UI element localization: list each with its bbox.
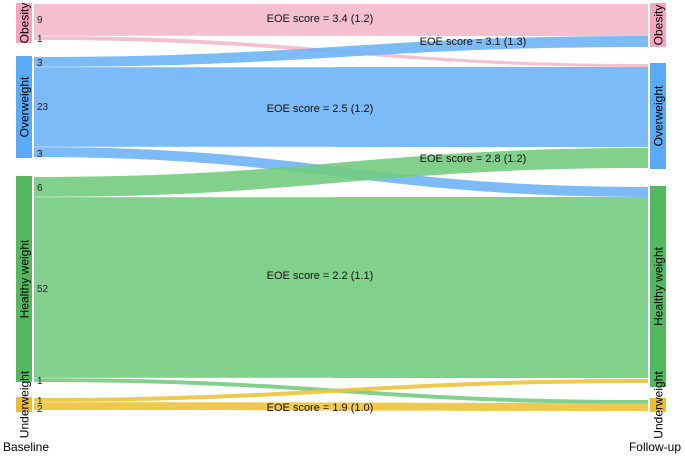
eoe-score-label: EOE score = 2.5 (1.2)	[267, 103, 374, 115]
right-node-ov-r	[650, 63, 666, 169]
flow-count-label: 1	[37, 376, 43, 387]
flow-band	[34, 197, 648, 378]
flow-band	[34, 402, 648, 411]
right-node-label: Obesity	[652, 5, 666, 46]
flow-count-label: 9	[37, 15, 43, 26]
flow-band	[34, 4, 648, 36]
right-node-label: Overweight	[652, 85, 666, 146]
flow-count-label: 23	[37, 102, 49, 113]
eoe-labels: EOE score = 3.4 (1.2) EOE score = 3.1 (1.…	[267, 13, 527, 414]
flow-count-label: 6	[37, 183, 43, 194]
left-node-ob-l	[16, 3, 32, 43]
right-node-label: Healthy weight	[652, 246, 666, 325]
eoe-score-label: EOE score = 3.4 (1.2)	[267, 13, 374, 25]
left-node-label: Healthy weight	[18, 239, 32, 318]
flow-count-label: 2	[37, 404, 43, 415]
right-node-hw-r	[650, 186, 666, 387]
right-node-ob-r	[650, 3, 666, 47]
left-node-hw-l	[16, 176, 32, 382]
flow-count-label: 3	[37, 58, 43, 69]
flow-count-label: 3	[37, 149, 43, 160]
band-separators	[34, 35, 334, 403]
flow-band	[34, 148, 648, 197]
flow-band	[34, 67, 648, 147]
left-node-uw-l	[16, 397, 32, 412]
baseline-axis-label: Baseline	[3, 440, 50, 454]
flow-band	[34, 379, 648, 402]
left-nodes: Obesity Overweight Healthy weight Underweig…	[16, 3, 32, 438]
flow-band	[34, 36, 648, 67]
right-node-label: Underweight	[652, 371, 666, 439]
flow-count-label: 52	[37, 284, 49, 295]
followup-axis-label: Follow-up	[628, 440, 681, 454]
left-node-label: Overweight	[18, 76, 32, 137]
eoe-score-label: EOE score = 2.2 (1.1)	[267, 270, 374, 282]
flow-count-label: 1	[37, 34, 43, 45]
eoe-score-label: EOE score = 3.1 (1.3)	[420, 36, 527, 48]
left-node-label: Obesity	[18, 3, 32, 44]
eoe-score-label: EOE score = 2.8 (1.2)	[420, 153, 527, 165]
right-nodes: Obesity Overweight Healthy weight Underweig…	[650, 3, 666, 439]
left-node-ov-l	[16, 56, 32, 158]
flow-count-label: 1	[37, 396, 43, 407]
flow-bands	[34, 4, 648, 411]
left-node-label: Underweight	[18, 370, 32, 438]
right-node-uw-r	[650, 398, 666, 412]
eoe-score-label: EOE score = 1.9 (1.0)	[267, 402, 374, 414]
